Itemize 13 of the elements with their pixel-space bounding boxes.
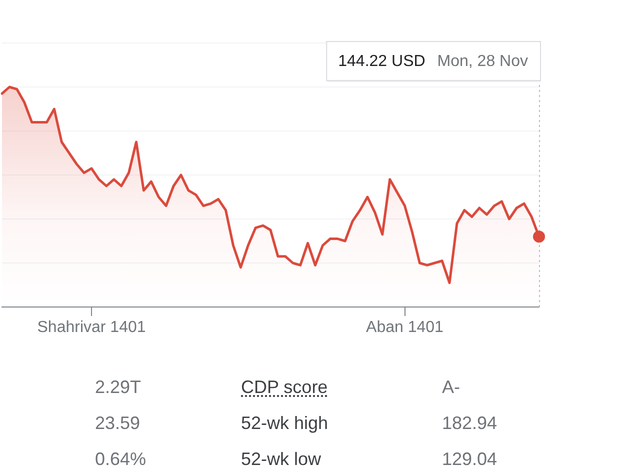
text: 144.22 USD	[338, 52, 426, 70]
text: 23.59	[95, 412, 140, 434]
x-tick-label: Shahrivar 1401	[37, 319, 146, 336]
text: 2.29T	[95, 376, 142, 398]
text: CDP score	[241, 376, 328, 398]
text: A-	[442, 376, 460, 398]
text: 52-wk low	[241, 448, 322, 470]
text: Mon, 28 Nov	[437, 52, 528, 70]
text: 182.94	[442, 412, 498, 434]
text: 129.04	[442, 448, 498, 470]
text: 52-wk high	[241, 412, 328, 434]
x-tick-label: Aban 1401	[366, 319, 444, 336]
text: 0.64%	[95, 448, 146, 470]
